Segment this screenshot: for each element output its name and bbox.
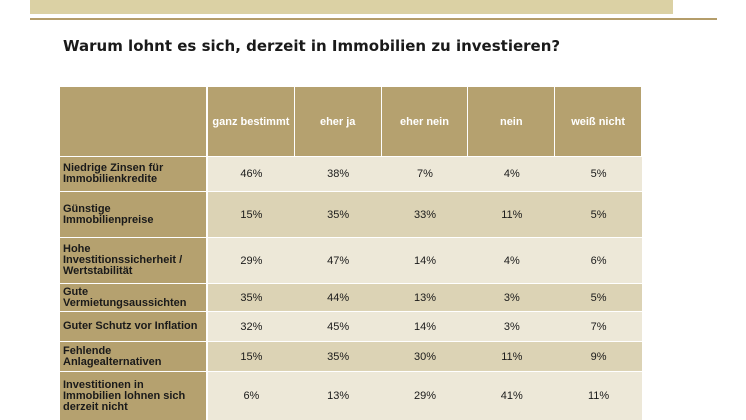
row-label: Guter Schutz vor Inflation [60,311,208,341]
table-cell: 30% [381,341,469,371]
table-cell: 15% [208,341,295,371]
table-cell: 6% [208,371,295,420]
table-cell: 11% [468,341,556,371]
table-cell: 41% [468,371,556,420]
column-header: weiß nicht [555,87,642,156]
row-label: Günstige Immobilienpreise [60,191,208,237]
row-label: Investitionen in Immobilien lohnen sich … [60,371,208,420]
table-row: Günstige Immobilienpreise 15% 35% 33% 11… [60,191,642,237]
table-cell: 29% [381,371,469,420]
table-cell: 5% [555,283,642,311]
table-cell: 45% [294,311,382,341]
table-cell: 47% [294,237,382,283]
table-row: Investitionen in Immobilien lohnen sich … [60,371,642,420]
table-row: Fehlende Anlagealternativen 15% 35% 30% … [60,341,642,371]
table-header-row: ganz bestimmt eher ja eher nein nein wei… [60,87,642,156]
table-cell: 4% [468,156,556,191]
table-cell: 13% [381,283,469,311]
table-cell: 11% [555,371,642,420]
table-cell: 32% [208,311,295,341]
column-header: eher ja [294,87,382,156]
header-corner-cell [60,87,208,156]
table-cell: 11% [468,191,556,237]
table-cell: 14% [381,237,469,283]
table-cell: 44% [294,283,382,311]
slide-title: Warum lohnt es sich, derzeit in Immobili… [63,37,561,55]
table-cell: 14% [381,311,469,341]
row-label: Niedrige Zinsen für Immobilienkredite [60,156,208,191]
table-row: Guter Schutz vor Inflation 32% 45% 14% 3… [60,311,642,341]
table-cell: 9% [555,341,642,371]
column-header: nein [468,87,556,156]
survey-table: ganz bestimmt eher ja eher nein nein wei… [60,87,642,420]
table-cell: 5% [555,191,642,237]
table-cell: 7% [381,156,469,191]
table-cell: 35% [208,283,295,311]
column-header: eher nein [381,87,469,156]
table-cell: 4% [468,237,556,283]
row-label: Fehlende Anlagealternativen [60,341,208,371]
table-row: Gute Vermietungsaussichten 35% 44% 13% 3… [60,283,642,311]
table-cell: 35% [294,191,382,237]
table-row: Hohe Investitionssicherheit / Wertstabil… [60,237,642,283]
table-cell: 15% [208,191,295,237]
table-cell: 13% [294,371,382,420]
table-cell: 3% [468,283,556,311]
table-cell: 38% [294,156,382,191]
table-cell: 5% [555,156,642,191]
table-cell: 7% [555,311,642,341]
table-cell: 35% [294,341,382,371]
table-row: Niedrige Zinsen für Immobilienkredite 46… [60,156,642,191]
table-cell: 46% [208,156,295,191]
table-cell: 29% [208,237,295,283]
row-label: Hohe Investitionssicherheit / Wertstabil… [60,237,208,283]
table-cell: 33% [381,191,469,237]
table-cell: 6% [555,237,642,283]
column-header: ganz bestimmt [208,87,295,156]
table-cell: 3% [468,311,556,341]
top-banner [30,0,673,14]
header-rule [30,18,717,20]
row-label: Gute Vermietungsaussichten [60,283,208,311]
